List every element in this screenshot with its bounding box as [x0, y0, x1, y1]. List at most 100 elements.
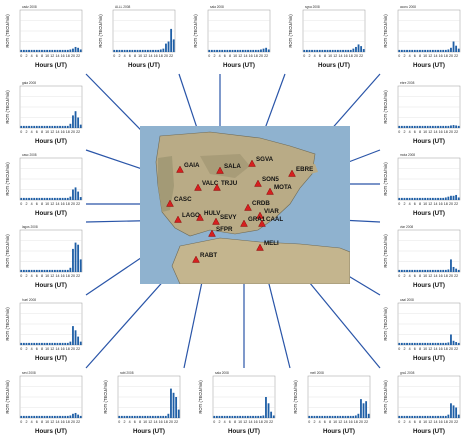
- bar: [141, 415, 144, 418]
- bar: [139, 415, 141, 418]
- x-tick-label: 14: [55, 347, 59, 351]
- bar: [323, 415, 326, 418]
- station-label: TRJU: [221, 180, 238, 187]
- bar: [41, 269, 43, 272]
- bar: [437, 49, 439, 52]
- chart-svg: gra1 2008 0 2 4 6 8 10 12 14 16 18 20 22 Hours (UT) RO…: [383, 371, 461, 435]
- x-tick-label: 22: [174, 420, 178, 424]
- bar: [267, 403, 270, 418]
- bar: [313, 415, 316, 418]
- bar: [231, 415, 234, 418]
- x-axis-label: Hours (UT): [133, 428, 165, 435]
- bar: [450, 403, 452, 418]
- x-tick-label: 16: [254, 420, 258, 424]
- bar: [56, 269, 59, 272]
- bar: [444, 342, 447, 345]
- bar: [208, 49, 211, 52]
- bar: [30, 197, 33, 200]
- bar: [272, 415, 275, 418]
- bar: [413, 197, 416, 200]
- x-tick-label: 2: [213, 54, 215, 58]
- x-tick-label: 6: [36, 130, 38, 134]
- chart-svg: rabt 2008 0 2 4 6 8 10 12 14 16 18 20 22 Hours (UT) RO…: [103, 371, 181, 435]
- bar: [310, 415, 313, 418]
- bar: [400, 342, 403, 345]
- x-tick-label: 16: [439, 202, 443, 206]
- x-tick-label: 4: [31, 54, 33, 58]
- chart-panel-p7: ebre 2008 0 2 4 6 8 10 12 14 16 18 20 22 Hours (UT) RO…: [380, 78, 464, 150]
- bar: [72, 48, 74, 52]
- bar: [20, 415, 23, 418]
- station-marker: [244, 203, 252, 211]
- x-tick-label: 6: [414, 202, 416, 206]
- bar: [20, 49, 23, 52]
- bar: [352, 415, 355, 418]
- chart-svg: caal 2008 0 2 4 6 8 10 12 14 16 18 20 22 Hours (UT) RO…: [383, 298, 461, 362]
- bar: [74, 111, 77, 128]
- bar: [411, 197, 414, 200]
- bar: [429, 415, 432, 418]
- bar: [175, 397, 178, 418]
- x-tick-label: 16: [349, 420, 353, 424]
- bar: [426, 125, 429, 128]
- bar: [457, 125, 460, 128]
- bar: [33, 49, 36, 52]
- x-tick-label: 0: [113, 54, 115, 58]
- bar: [41, 125, 43, 128]
- bar: [413, 415, 416, 418]
- x-tick-label: 14: [433, 420, 437, 424]
- x-tick-label: 8: [419, 130, 421, 134]
- bar: [22, 415, 25, 418]
- x-tick-label: 18: [66, 420, 70, 424]
- chart-panel-p14: sevi 2008 0 2 4 6 8 10 12 14 16 18 20 22 Hours (UT) RO…: [2, 368, 86, 440]
- chart-panel-p9: mota 2008 0 2 4 6 8 10 12 14 16 18 20 22 Hours (UT) RO…: [380, 150, 464, 222]
- bar: [241, 415, 244, 418]
- bar: [74, 46, 77, 52]
- bar: [434, 269, 437, 272]
- x-tick-label: 10: [45, 274, 49, 278]
- bar: [213, 49, 216, 52]
- bar: [413, 49, 416, 52]
- x-tick-label: 2: [25, 274, 27, 278]
- bar: [419, 197, 421, 200]
- chart-panel-p6: gaia 2008 0 2 4 6 8 10 12 14 16 18 20 22 Hours (UT) RO…: [2, 78, 86, 150]
- bar: [30, 125, 33, 128]
- chart-title: lagos 2008: [22, 225, 38, 229]
- station-marker: [166, 199, 174, 207]
- bar: [452, 195, 455, 200]
- bar: [136, 415, 139, 418]
- bar: [400, 49, 403, 52]
- x-tick-label: 6: [129, 54, 131, 58]
- bar: [403, 269, 406, 272]
- bar: [64, 197, 67, 200]
- bar: [226, 49, 229, 52]
- x-tick-label: 14: [433, 202, 437, 206]
- x-tick-label: 20: [449, 130, 453, 134]
- bar: [311, 49, 313, 52]
- x-tick-label: 22: [264, 54, 268, 58]
- bar: [424, 125, 427, 128]
- bar: [56, 49, 59, 52]
- bar: [434, 415, 437, 418]
- bar: [79, 124, 82, 128]
- x-tick-label: 12: [50, 274, 54, 278]
- bar: [442, 49, 445, 52]
- station-marker: [194, 183, 202, 191]
- bar: [421, 269, 424, 272]
- y-axis-label: ROTI (TECU/min): [293, 380, 298, 414]
- x-axis-label: Hours (UT): [413, 62, 445, 69]
- x-tick-label: 6: [36, 202, 38, 206]
- x-tick-label: 2: [403, 347, 405, 351]
- bar: [246, 415, 249, 418]
- bar: [342, 49, 344, 52]
- x-tick-label: 0: [20, 202, 22, 206]
- bar: [411, 49, 414, 52]
- bar: [403, 125, 406, 128]
- x-tick-label: 12: [50, 130, 54, 134]
- x-tick-label: 14: [343, 420, 347, 424]
- x-tick-label: 6: [319, 54, 321, 58]
- x-tick-label: 18: [444, 274, 448, 278]
- x-tick-label: 0: [398, 130, 400, 134]
- bar: [72, 115, 74, 128]
